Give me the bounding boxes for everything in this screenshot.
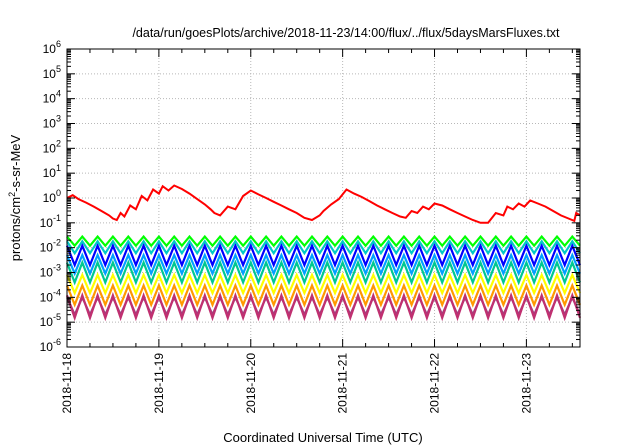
y-tick-label: 105: [43, 64, 61, 81]
series-group: [65, 184, 582, 322]
y-tick-label: 10-6: [40, 337, 61, 354]
y-tick-label: 100: [43, 188, 61, 205]
series-line: [65, 291, 582, 322]
y-tick-label: 10-4: [40, 287, 61, 304]
y-tick-label: 10-2: [40, 238, 61, 255]
x-tick-label: 2018-11-21: [336, 353, 350, 414]
series-line: [65, 272, 582, 296]
x-axis: 2018-11-18 2018-11-19 2018-11-20 2018-11-21…: [60, 49, 573, 414]
y-tick-label: 106: [43, 39, 61, 56]
y-tick-label: 10-3: [40, 263, 61, 280]
y-tick-label: 10-5: [40, 312, 61, 329]
x-tick-label: 2018-11-23: [519, 353, 533, 414]
x-tick-label: 2018-11-19: [152, 353, 166, 414]
y-tick-label: 102: [43, 138, 61, 155]
y-tick-label: 103: [43, 114, 61, 131]
y-axis-label: protons/cm2-s-sr-MeV: [7, 134, 23, 261]
x-tick-label: 2018-11-18: [60, 353, 74, 414]
series-line: [66, 184, 581, 224]
x-axis-label: Coordinated Universal Time (UTC): [223, 430, 422, 445]
y-tick-label: 101: [43, 163, 61, 180]
x-tick-label: 2018-11-20: [244, 353, 258, 414]
series-line: [65, 252, 582, 277]
series-line: [65, 242, 582, 268]
series-line: [65, 259, 582, 286]
series-line: [66, 239, 581, 256]
y-tick-label: 104: [43, 89, 61, 106]
y-axis: 10-6 10-5 10-4 10-3 10-2 10-1 100 101 102 103 104 1…: [40, 39, 580, 354]
series-line: [65, 282, 582, 308]
chart-title: /data/run/goesPlots/archive/2018-11-23/1…: [132, 26, 560, 40]
x-tick-label: 2018-11-22: [428, 353, 442, 414]
series-line: [66, 234, 581, 248]
y-tick-label: 10-1: [40, 213, 61, 230]
